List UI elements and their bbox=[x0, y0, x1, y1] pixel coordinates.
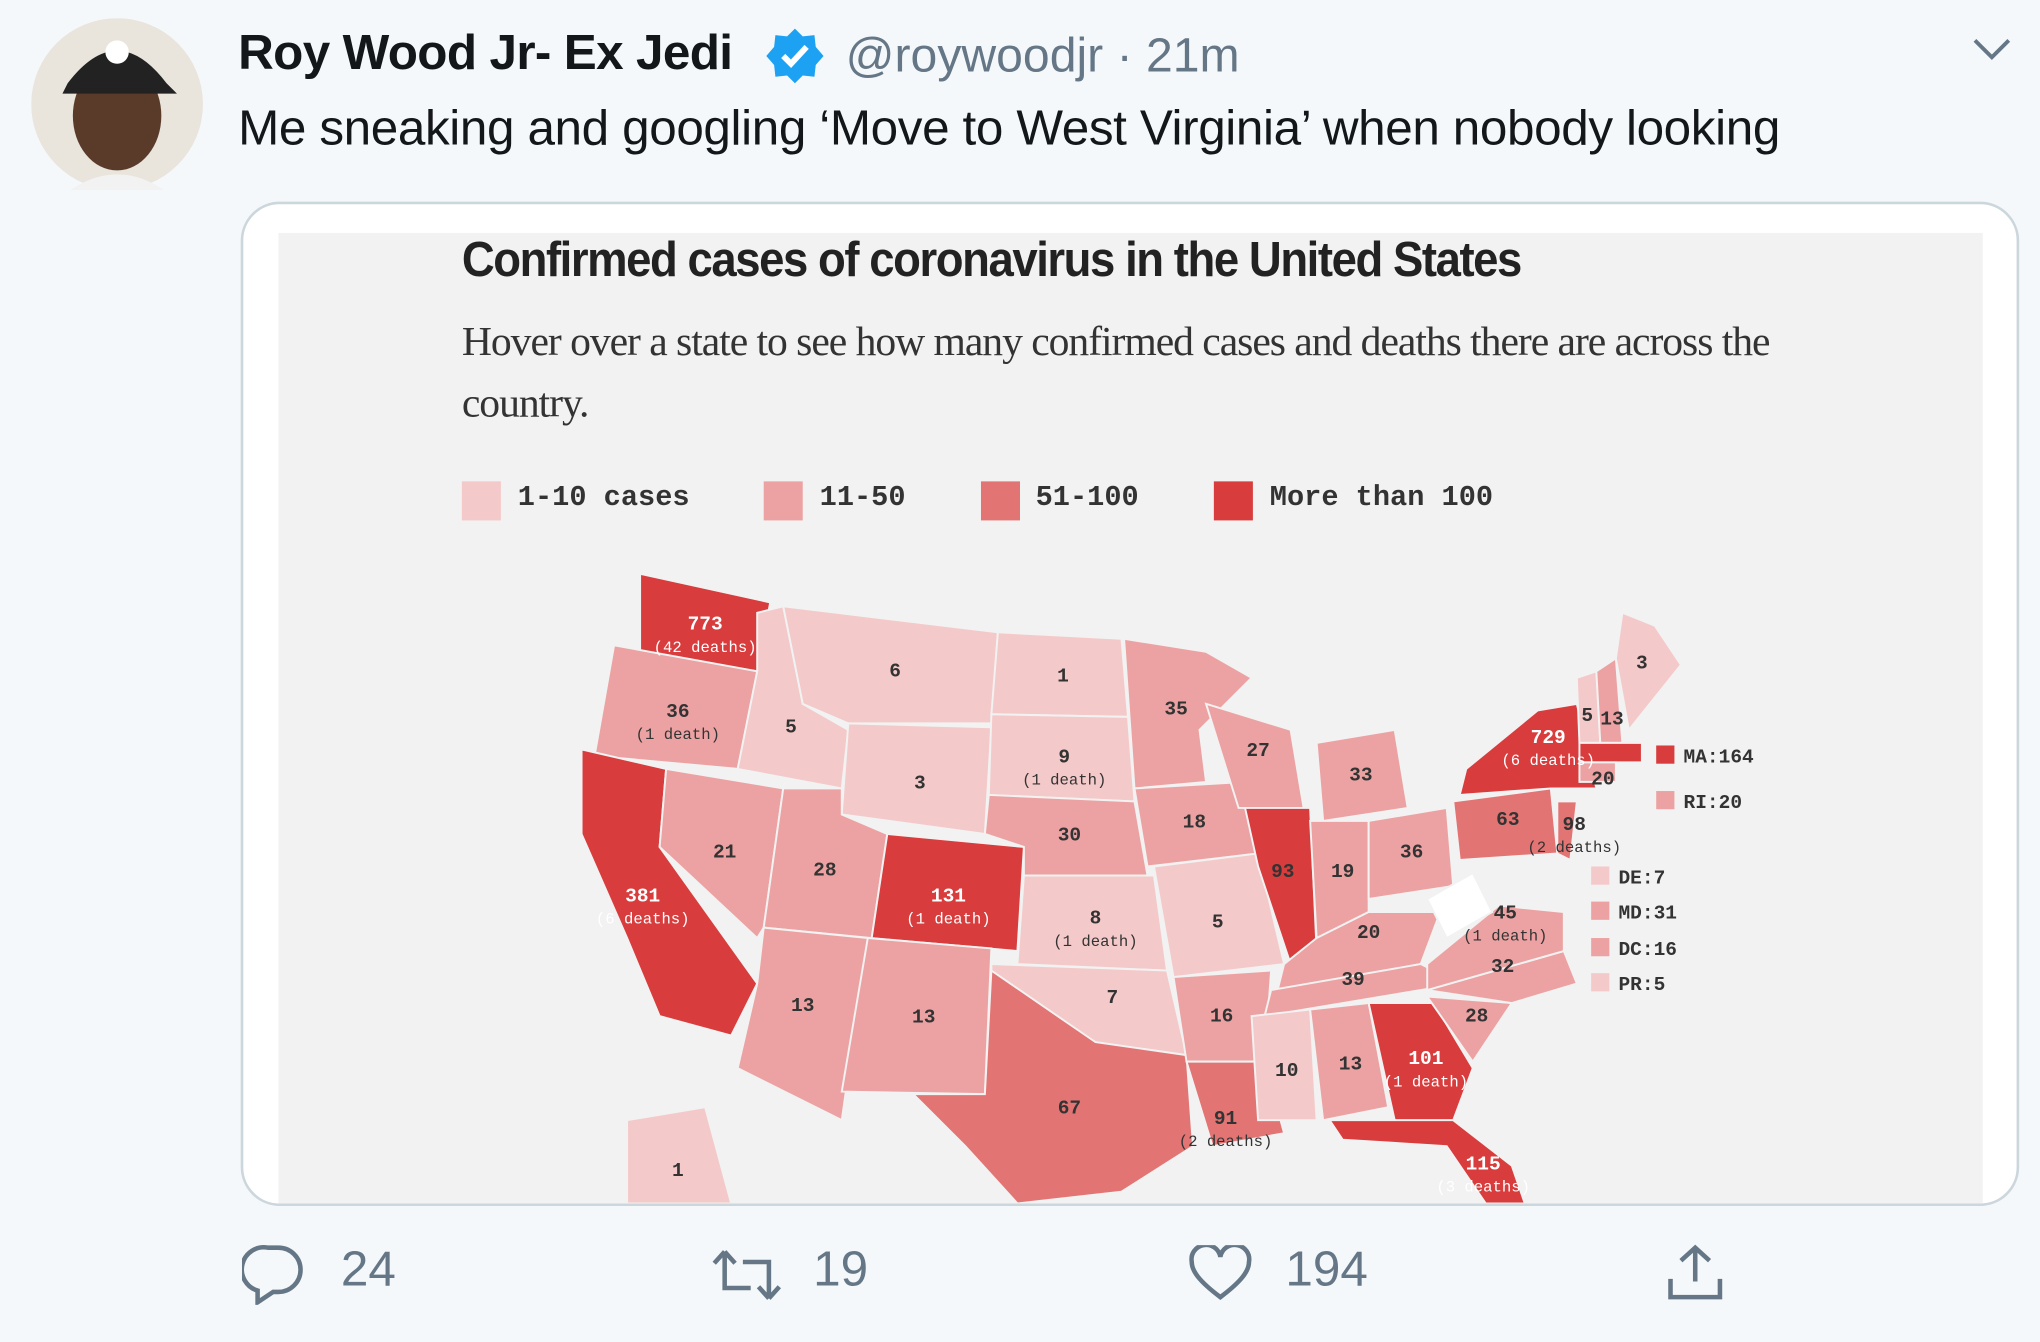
menu-chevron[interactable] bbox=[1971, 34, 2013, 65]
legend-label: 1-10 cases bbox=[517, 481, 690, 514]
side-legend-label: DE:7 bbox=[1618, 867, 1665, 889]
state-count: 1 bbox=[672, 1160, 684, 1182]
state-deaths: (1 death) bbox=[906, 911, 990, 929]
reply-count: 24 bbox=[340, 1242, 396, 1298]
state-deaths: (1 death) bbox=[1053, 933, 1137, 951]
state-count: 36 bbox=[666, 701, 689, 723]
handle[interactable]: @roywoodjr bbox=[845, 28, 1104, 82]
state-count: 93 bbox=[1271, 861, 1294, 883]
state-count: 101 bbox=[1408, 1048, 1443, 1070]
state-count: 32 bbox=[1491, 956, 1514, 978]
side-legend-swatch bbox=[1656, 791, 1675, 810]
side-legend-swatch bbox=[1591, 901, 1610, 920]
state-count: 5 bbox=[785, 716, 797, 738]
state-count: 36 bbox=[1400, 841, 1423, 863]
side-legend-swatch bbox=[1591, 938, 1610, 957]
image-subtitle: Hover over a state to see how many confi… bbox=[461, 317, 1771, 426]
side-legend-swatch bbox=[1591, 973, 1610, 992]
side-legend-label: PR:5 bbox=[1618, 974, 1665, 996]
state-count: 13 bbox=[1339, 1053, 1362, 1075]
state-count: 39 bbox=[1341, 969, 1364, 991]
separator: · bbox=[1116, 28, 1133, 82]
state-count: 27 bbox=[1246, 740, 1269, 762]
state-deaths: (2 deaths) bbox=[1527, 839, 1621, 857]
state-deaths: (6 deaths) bbox=[1501, 752, 1595, 770]
state-count: 30 bbox=[1058, 824, 1081, 846]
reply-icon[interactable] bbox=[241, 1242, 304, 1305]
state-count: 9 bbox=[1058, 746, 1070, 768]
map-image: Confirmed cases of coronavirus in the Un… bbox=[278, 232, 1983, 1204]
side-legend-swatch bbox=[1656, 745, 1675, 764]
timestamp[interactable]: 21m bbox=[1146, 28, 1240, 82]
state-count: 67 bbox=[1058, 1098, 1081, 1120]
state-count: 98 bbox=[1563, 814, 1586, 836]
state-deaths: (2 deaths) bbox=[1179, 1133, 1273, 1151]
like-icon[interactable] bbox=[1189, 1245, 1252, 1302]
side-legend-swatch bbox=[1591, 866, 1610, 885]
state-count: 115 bbox=[1466, 1154, 1501, 1176]
state-count: 131 bbox=[931, 886, 966, 908]
legend-swatch bbox=[461, 481, 501, 521]
state-count: 35 bbox=[1164, 698, 1187, 720]
state-deaths: (1 death) bbox=[1463, 928, 1547, 946]
legend-label: 11-50 bbox=[819, 481, 906, 514]
share-icon[interactable] bbox=[1665, 1242, 1725, 1302]
tweet-text: Me sneaking and googling ‘Move to West V… bbox=[238, 101, 1780, 157]
state-count: 45 bbox=[1494, 903, 1517, 925]
state-count: 16 bbox=[1210, 1005, 1233, 1027]
state-count: 13 bbox=[912, 1007, 935, 1029]
like-count: 194 bbox=[1285, 1242, 1368, 1298]
state-deaths: (3 deaths) bbox=[1436, 1179, 1530, 1197]
state-count: 729 bbox=[1531, 727, 1566, 749]
state-count: 33 bbox=[1349, 765, 1372, 787]
side-legend-label: MD:31 bbox=[1618, 903, 1677, 925]
legend-label: More than 100 bbox=[1269, 481, 1494, 514]
state-deaths: (6 deaths) bbox=[596, 911, 690, 929]
state-count: 21 bbox=[713, 841, 736, 863]
state-count: 7 bbox=[1107, 987, 1119, 1009]
side-legend-label: MA:164 bbox=[1684, 746, 1755, 768]
verified-badge bbox=[766, 28, 824, 84]
state-count: 63 bbox=[1496, 809, 1519, 831]
state-count: 91 bbox=[1214, 1108, 1237, 1130]
avatar[interactable] bbox=[31, 18, 204, 191]
author-name[interactable]: Roy Wood Jr- Ex Jedi bbox=[238, 26, 733, 81]
image-title: Confirmed cases of coronavirus in the Un… bbox=[461, 232, 1522, 288]
handle-line: @roywoodjr · 21m bbox=[846, 29, 1240, 84]
state-count: 3 bbox=[914, 772, 926, 794]
media-card[interactable]: Confirmed cases of coronavirus in the Un… bbox=[240, 201, 2020, 1207]
state-count: 5 bbox=[1581, 705, 1593, 727]
retweet-icon[interactable] bbox=[712, 1246, 782, 1303]
legend-swatch bbox=[1213, 481, 1253, 521]
state-count: 18 bbox=[1183, 811, 1206, 833]
side-legend-label: DC:16 bbox=[1618, 939, 1677, 961]
state-count: 28 bbox=[1465, 1005, 1488, 1027]
state-count: 3 bbox=[1636, 653, 1648, 675]
state-count: 10 bbox=[1275, 1060, 1298, 1082]
retweet-count: 19 bbox=[813, 1242, 869, 1298]
state-count: 13 bbox=[791, 995, 814, 1017]
state-deaths: (42 deaths) bbox=[654, 639, 757, 657]
state-deaths: (1 death) bbox=[1384, 1073, 1468, 1091]
state-count: 13 bbox=[1600, 709, 1623, 731]
state-count: 8 bbox=[1090, 908, 1102, 930]
legend-label: 51-100 bbox=[1035, 481, 1139, 514]
state-deaths: (1 death) bbox=[636, 726, 720, 744]
state-count: 19 bbox=[1331, 861, 1354, 883]
state-deaths: (1 death) bbox=[1022, 772, 1106, 790]
side-legend-label: RI:20 bbox=[1684, 792, 1743, 814]
state-count: 20 bbox=[1357, 922, 1380, 944]
state-count: 28 bbox=[813, 860, 836, 882]
legend-swatch bbox=[980, 481, 1020, 521]
state-count: 6 bbox=[889, 661, 901, 683]
state-count: 20 bbox=[1591, 769, 1614, 791]
state-count: 5 bbox=[1212, 912, 1224, 934]
legend-swatch bbox=[763, 481, 803, 521]
state-count: 1 bbox=[1057, 666, 1069, 688]
state-count: 773 bbox=[688, 614, 723, 636]
state-count: 381 bbox=[625, 886, 660, 908]
